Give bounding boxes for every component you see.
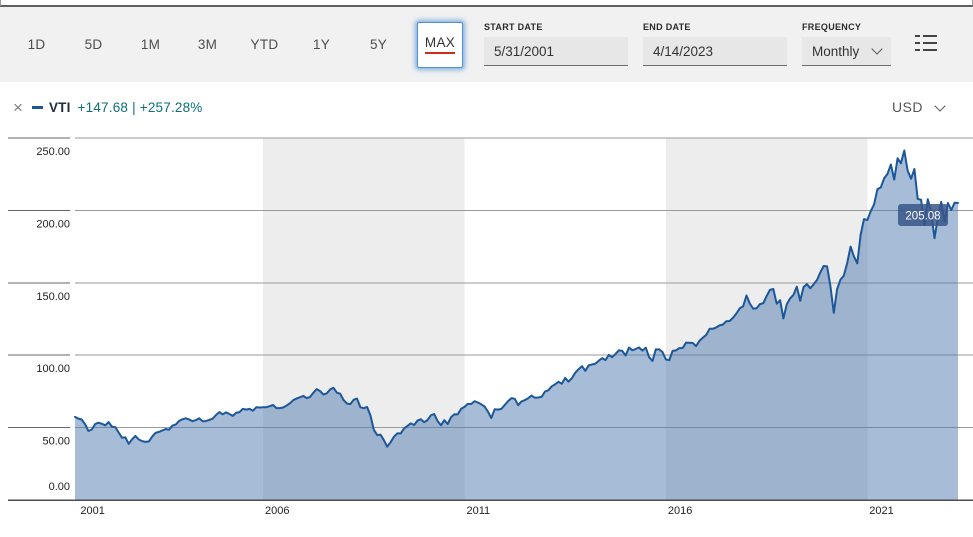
y-tick-label: 100.00 xyxy=(36,363,70,375)
currency-select[interactable]: USD xyxy=(891,99,946,115)
range-1y[interactable]: 1Y xyxy=(293,7,350,82)
change-value: +147.68 | +257.28% xyxy=(77,99,203,115)
x-tick-label: 2021 xyxy=(869,505,893,517)
frequency-select[interactable]: Monthly xyxy=(802,37,891,66)
y-tick-label: 200.00 xyxy=(36,218,70,230)
x-tick-label: 2016 xyxy=(668,505,692,517)
start-date-field: START DATE xyxy=(484,7,628,82)
range-5d[interactable]: 5D xyxy=(65,7,122,82)
remove-symbol-icon[interactable]: × xyxy=(13,97,23,117)
top-divider xyxy=(0,0,973,7)
x-tick-label: 2006 xyxy=(265,505,289,517)
price-chart-svg[interactable]: 0.00 50.00 100.00 150.00 200.00 250.00 2001 200… xyxy=(0,132,973,532)
range-max-selected[interactable]: MAX xyxy=(417,21,463,68)
price-area xyxy=(75,150,958,500)
x-tick-label: 2011 xyxy=(467,505,491,517)
end-date-field: END DATE xyxy=(643,7,787,82)
range-3m[interactable]: 3M xyxy=(179,7,236,82)
range-5y[interactable]: 5Y xyxy=(350,7,407,82)
frequency-value: Monthly xyxy=(812,43,860,59)
series-color-swatch xyxy=(31,105,43,109)
price-chart[interactable]: 0.00 50.00 100.00 150.00 200.00 250.00 2001 200… xyxy=(0,132,973,532)
y-tick-label: 150.00 xyxy=(36,291,70,303)
last-price-tag: 205.08 xyxy=(898,204,948,226)
chevron-down-icon xyxy=(871,43,883,55)
symbol-label: VTI xyxy=(48,99,71,115)
y-tick-label: 50.00 xyxy=(42,436,70,448)
frequency-label: FREQUENCY xyxy=(802,22,862,32)
range-1m[interactable]: 1M xyxy=(122,7,179,82)
start-date-label: START DATE xyxy=(484,22,543,32)
chart-settings-list-icon[interactable] xyxy=(915,35,937,82)
y-tick-label: 0.00 xyxy=(49,481,70,493)
range-1d[interactable]: 1D xyxy=(8,7,65,82)
x-tick-label: 2001 xyxy=(80,505,104,517)
y-tick-label: 250.00 xyxy=(36,146,70,158)
svg-text:205.08: 205.08 xyxy=(905,211,940,223)
chevron-down-icon xyxy=(934,100,946,112)
frequency-field: FREQUENCY Monthly xyxy=(802,7,891,82)
currency-value: USD xyxy=(891,99,923,115)
price-line xyxy=(74,149,959,448)
end-date-label: END DATE xyxy=(643,22,691,32)
end-date-input[interactable] xyxy=(643,37,787,66)
legend-row: × VTI +147.68 | +257.28% USD xyxy=(0,82,973,132)
range-selector: 1D 5D 1M 3M YTD 1Y 5Y MAX xyxy=(0,7,469,82)
range-max-label: MAX xyxy=(424,35,456,54)
start-date-input[interactable] xyxy=(484,37,628,66)
range-ytd[interactable]: YTD xyxy=(236,7,293,82)
chart-toolbar: 1D 5D 1M 3M YTD 1Y 5Y MAX START DATE END… xyxy=(0,7,973,82)
